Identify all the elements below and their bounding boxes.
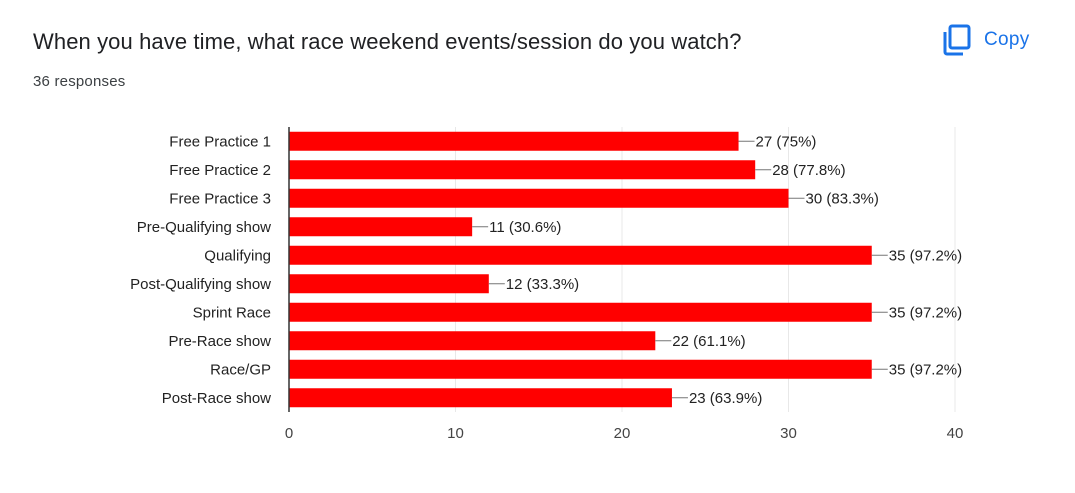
- data-label: 22 (61.1%): [672, 333, 745, 350]
- copy-icon: [943, 24, 971, 56]
- category-label: Sprint Race: [193, 304, 271, 321]
- category-label: Pre-Qualifying show: [137, 219, 271, 236]
- data-label: 28 (77.8%): [772, 162, 845, 179]
- bar[interactable]: [289, 331, 656, 351]
- x-tick-label: 30: [780, 425, 797, 442]
- bar[interactable]: [289, 188, 789, 208]
- category-label: Free Practice 2: [169, 162, 271, 179]
- category-label: Race/GP: [210, 361, 271, 378]
- bar[interactable]: [289, 359, 872, 379]
- data-label: 35 (97.2%): [889, 247, 962, 264]
- data-label: 35 (97.2%): [889, 361, 962, 378]
- bar[interactable]: [289, 245, 872, 265]
- copy-label: Copy: [984, 29, 1030, 50]
- bar[interactable]: [289, 131, 739, 151]
- category-label: Qualifying: [204, 247, 271, 264]
- category-label: Post-Qualifying show: [130, 276, 271, 293]
- data-label: 30 (83.3%): [806, 190, 879, 207]
- bar[interactable]: [289, 302, 872, 322]
- data-label: 12 (33.3%): [506, 276, 579, 293]
- bar[interactable]: [289, 160, 756, 180]
- category-label: Post-Race show: [162, 390, 271, 407]
- data-label: 23 (63.9%): [689, 390, 762, 407]
- data-label: 27 (75%): [756, 133, 817, 150]
- bar[interactable]: [289, 274, 489, 294]
- data-label: 35 (97.2%): [889, 304, 962, 321]
- category-label: Free Practice 1: [169, 133, 271, 150]
- category-label: Free Practice 3: [169, 190, 271, 207]
- copy-button[interactable]: Copy: [934, 22, 1038, 58]
- data-label: 11 (30.6%): [489, 219, 561, 236]
- x-tick-label: 0: [285, 425, 293, 442]
- response-count: 36 responses: [33, 73, 126, 90]
- x-tick-label: 10: [447, 425, 464, 442]
- bar[interactable]: [289, 217, 473, 237]
- bar[interactable]: [289, 388, 672, 408]
- category-label: Pre-Race show: [168, 333, 271, 350]
- question-title: When you have time, what race weekend ev…: [33, 29, 742, 54]
- x-tick-label: 40: [947, 425, 964, 442]
- x-tick-label: 20: [614, 425, 631, 442]
